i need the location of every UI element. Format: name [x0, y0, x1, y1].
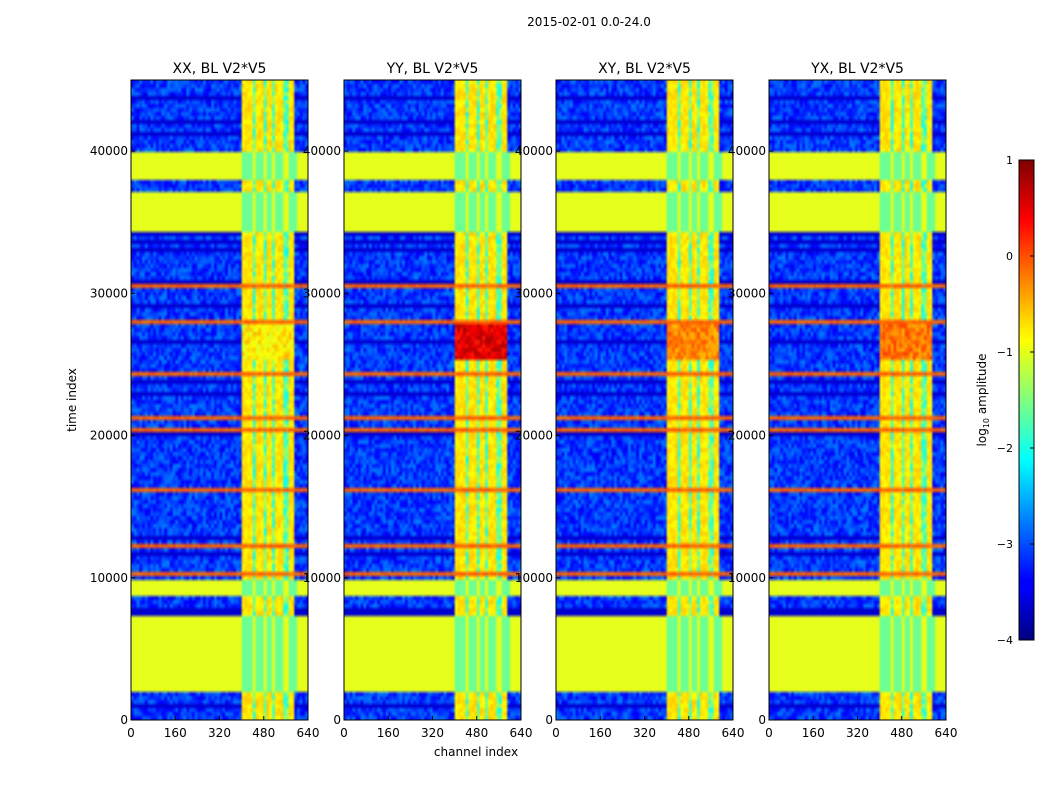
colorbar-ticks: 1 0 −1 −2 −3 −4	[997, 154, 1034, 647]
x-tick-label: 160	[802, 726, 825, 740]
y-tick-label: 10000	[515, 571, 553, 585]
panel-1: XX, BL V2*V5 0 160 320 480 640 0 10000 20000 3000…	[90, 61, 320, 740]
x-axis-label: channel index	[434, 745, 518, 759]
colorbar: 10−1−2−3−4 log10 amplitude	[975, 154, 1035, 647]
colorbar-label-sub: 10	[982, 418, 991, 428]
y-tick-label: 30000	[728, 286, 766, 300]
panel-3: XY, BL V2*V5 0 160 320 480 640 0 10000 20000 3000…	[515, 61, 745, 740]
x-tick-label: 160	[377, 726, 400, 740]
y-tick-label: 30000	[303, 286, 341, 300]
x-tick-label: 480	[465, 726, 488, 740]
y-tick-label: 10000	[728, 571, 766, 585]
x-tick-label: 320	[846, 726, 869, 740]
x-tick-label: 640	[722, 726, 745, 740]
x-tick-label: 320	[421, 726, 444, 740]
y-tick-label: 30000	[90, 286, 128, 300]
y-tick-label: 0	[333, 713, 341, 727]
figure-suptitle: 2015-02-01 0.0-24.0	[527, 15, 651, 29]
colorbar-tick-label: 0	[1006, 250, 1013, 263]
panels: XX, BL V2*V5 0 160 320 480 640 0 10000 20000 3000…	[90, 61, 958, 740]
y-tick-label: 0	[758, 713, 766, 727]
panel-1-heatmap	[131, 80, 308, 720]
panel-4-title: YX, BL V2*V5	[810, 61, 904, 77]
panel-4: YX, BL V2*V5 0 160 320 480 640 0 10000 20000 3000…	[728, 61, 958, 740]
x-tick-label: 0	[127, 726, 135, 740]
y-tick-label: 40000	[515, 144, 553, 158]
y-tick-label: 20000	[728, 429, 766, 443]
panel-1-title: XX, BL V2*V5	[173, 61, 267, 77]
colorbar-label: log10 amplitude	[975, 354, 991, 447]
y-tick-label: 20000	[90, 429, 128, 443]
x-tick-label: 0	[340, 726, 348, 740]
panel-3-heatmap	[556, 80, 733, 720]
colorbar-tick-label: −1	[997, 346, 1013, 359]
x-tick-label: 0	[552, 726, 560, 740]
x-tick-label: 160	[164, 726, 187, 740]
panel-2-title: YY, BL V2*V5	[386, 61, 479, 77]
colorbar-tick-label: −3	[997, 538, 1013, 551]
panel-2: YY, BL V2*V5 0 160 320 480 640 0 10000 20000 3000…	[303, 61, 533, 740]
x-tick-label: 160	[589, 726, 612, 740]
colorbar-label-main: log	[975, 428, 989, 446]
x-tick-label: 480	[252, 726, 275, 740]
y-tick-label: 40000	[303, 144, 341, 158]
colorbar-gradient	[1018, 159, 1035, 641]
x-tick-label: 640	[935, 726, 958, 740]
x-tick-label: 320	[208, 726, 231, 740]
colorbar-tick-label: −4	[997, 634, 1013, 647]
y-tick-label: 20000	[303, 429, 341, 443]
y-tick-label: 40000	[90, 144, 128, 158]
y-tick-label: 10000	[303, 571, 341, 585]
colorbar-tick-label: 1	[1006, 154, 1013, 167]
y-tick-label: 10000	[90, 571, 128, 585]
x-tick-label: 0	[765, 726, 773, 740]
colorbar-label-rest: amplitude	[975, 354, 989, 418]
y-tick-label: 0	[120, 713, 128, 727]
y-tick-label: 20000	[515, 429, 553, 443]
x-tick-label: 640	[510, 726, 533, 740]
y-tick-label: 30000	[515, 286, 553, 300]
panel-4-heatmap	[769, 80, 946, 720]
x-tick-label: 480	[890, 726, 913, 740]
panel-3-title: XY, BL V2*V5	[598, 61, 691, 77]
x-tick-label: 480	[677, 726, 700, 740]
panel-2-heatmap	[344, 80, 521, 720]
x-tick-label: 320	[633, 726, 656, 740]
colorbar-tick-label: −2	[997, 442, 1013, 455]
y-axis-label: time index	[65, 368, 79, 432]
x-tick-label: 640	[297, 726, 320, 740]
y-tick-label: 40000	[728, 144, 766, 158]
y-tick-label: 0	[545, 713, 553, 727]
